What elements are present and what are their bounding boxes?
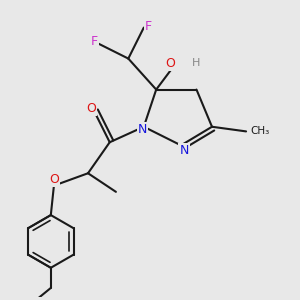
Text: N: N [179, 143, 189, 157]
Text: N: N [138, 123, 147, 136]
Text: O: O [86, 102, 96, 115]
Text: CH₃: CH₃ [251, 126, 270, 136]
Text: H: H [192, 58, 200, 68]
Text: F: F [145, 20, 152, 32]
Text: F: F [91, 35, 98, 48]
Text: O: O [165, 57, 175, 70]
Text: O: O [49, 173, 59, 186]
